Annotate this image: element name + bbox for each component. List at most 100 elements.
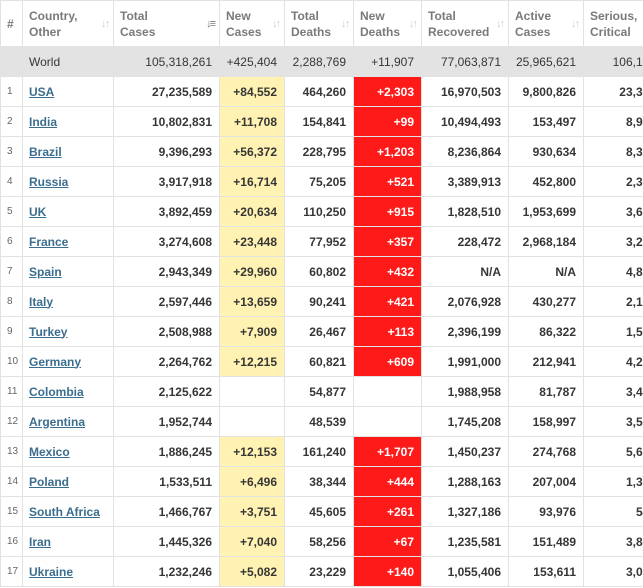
country-cell: Germany [22,346,114,377]
sort-arrows-icon[interactable]: ↓↑ [272,17,281,30]
sort-arrows-icon[interactable]: ↓↑ [101,17,110,30]
total-deaths-cell: 38,344 [284,466,354,497]
new-cases-cell: +6,496 [219,466,285,497]
column-header-total-recovered[interactable]: Total Recovered ↓↑ [421,0,509,47]
sort-arrows-icon[interactable]: ↓↑ [571,17,580,30]
active-cases-cell: 153,611 [508,556,584,587]
sort-arrows-icon[interactable]: ↓↑ [496,17,505,30]
total-deaths-cell: 48,539 [284,406,354,437]
sort-descending-icon[interactable]: ↓≡ [206,17,216,30]
column-header-rank[interactable]: # [0,0,23,47]
column-header-total-deaths[interactable]: Total Deaths ↓↑ [284,0,354,47]
column-header-label: Critical [590,24,631,39]
country-link[interactable]: France [29,234,69,249]
country-link[interactable]: Brazil [29,144,62,159]
country-cell: Spain [22,256,114,287]
table-row: 9 Turkey 2,508,988 +7,909 26,467 +113 2,396,19… [0,316,643,347]
serious-critical-cell: 8,944 [583,106,643,137]
total-deaths-cell: 228,795 [284,136,354,167]
total-recovered-cell: 228,472 [421,226,509,257]
country-link[interactable]: USA [29,84,55,99]
active-cases-cell: 207,004 [508,466,584,497]
serious-critical-cell: 2,151 [583,286,643,317]
column-header-label: New [360,8,385,23]
country-cell: France [22,226,114,257]
rank-cell: 2 [0,106,23,137]
country-link[interactable]: UK [29,204,47,219]
column-header-label: Deaths [360,24,401,39]
table-row: 12 Argentina 1,952,744 48,539 1,745,208 158,9… [0,406,643,437]
serious-critical-cell: 3,625 [583,196,643,227]
country-link[interactable]: Ukraine [29,564,74,579]
rank-cell: 10 [0,346,23,377]
new-deaths-cell: +99 [353,106,422,137]
country-link[interactable]: Mexico [29,444,70,459]
table-row: 1 USA 27,235,589 +84,552 464,260 +2,303 16,970… [0,76,643,107]
new-deaths-cell [353,376,422,407]
country-link[interactable]: India [29,114,58,129]
total-recovered-cell: 1,327,186 [421,496,509,527]
active-cases-cell: 93,976 [508,496,584,527]
column-header-serious-critical[interactable]: Serious,Critical↓↑ [583,0,643,47]
table-row: 4 Russia 3,917,918 +16,714 75,205 +521 3,389,9… [0,166,643,197]
new-cases-cell: +7,040 [219,526,285,557]
total-cases-cell: 9,396,293 [113,136,220,167]
column-header-label: Recovered [428,24,490,39]
column-header-label: Cases [120,24,156,39]
country-cell: Argentina [22,406,114,437]
country-link[interactable]: Germany [29,354,82,369]
serious-critical-cell: 5,692 [583,436,643,467]
country-link[interactable]: Italy [29,294,54,309]
new-cases-cell: +11,708 [219,106,285,137]
country-link[interactable]: Russia [29,174,69,189]
active-cases-cell: 430,277 [508,286,584,317]
total-recovered-cell: 1,988,958 [421,376,509,407]
country-cell: Iran [22,526,114,557]
country-cell: South Africa [22,496,114,527]
column-header-total-cases[interactable]: Total Cases ↓≡ [113,0,220,47]
country-link[interactable]: Colombia [29,384,84,399]
new-deaths-cell: +432 [353,256,422,287]
country-link[interactable]: Argentina [29,414,86,429]
country-link[interactable]: Iran [29,534,52,549]
world-country-cell: World [22,46,114,77]
world-serious-critical: 106,170 [583,46,643,77]
total-recovered-cell: 8,236,864 [421,136,509,167]
total-deaths-cell: 26,467 [284,316,354,347]
country-link[interactable]: Spain [29,264,62,279]
world-row: World 105,318,261 +425,404 2,288,769 +11… [0,46,643,77]
total-deaths-cell: 154,841 [284,106,354,137]
column-header-active-cases[interactable]: Active Cases ↓↑ [508,0,584,47]
new-cases-cell: +3,751 [219,496,285,527]
column-header-new-deaths[interactable]: New Deaths ↓↑ [353,0,422,47]
column-header-label: Cases [226,24,262,39]
total-cases-cell: 2,943,349 [113,256,220,287]
new-deaths-cell: +2,303 [353,76,422,107]
column-header-label: Deaths [291,24,332,39]
column-header-label: # [7,16,14,31]
new-cases-cell: +7,909 [219,316,285,347]
new-deaths-cell: +357 [353,226,422,257]
sort-arrows-icon[interactable]: ↓↑ [341,17,350,30]
sort-arrows-icon[interactable]: ↓↑ [409,17,418,30]
total-cases-cell: 3,917,918 [113,166,220,197]
new-deaths-cell: +140 [353,556,422,587]
country-cell: India [22,106,114,137]
world-rank-cell [0,46,23,77]
rank-cell: 17 [0,556,23,587]
total-cases-cell: 1,886,245 [113,436,220,467]
country-link[interactable]: Poland [29,474,70,489]
column-header-label: Total [291,8,319,23]
rank-cell: 16 [0,526,23,557]
total-recovered-cell: 1,745,208 [421,406,509,437]
country-link[interactable]: South Africa [29,504,100,519]
active-cases-cell: 930,634 [508,136,584,167]
total-deaths-cell: 45,605 [284,496,354,527]
new-cases-cell: +23,448 [219,226,285,257]
new-cases-cell: +20,634 [219,196,285,227]
column-header-country[interactable]: Country, Other ↓↑ [22,0,114,47]
total-recovered-cell: 3,389,913 [421,166,509,197]
column-header-new-cases[interactable]: New Cases ↓↑ [219,0,285,47]
country-link[interactable]: Turkey [29,324,68,339]
total-recovered-cell: 1,235,581 [421,526,509,557]
